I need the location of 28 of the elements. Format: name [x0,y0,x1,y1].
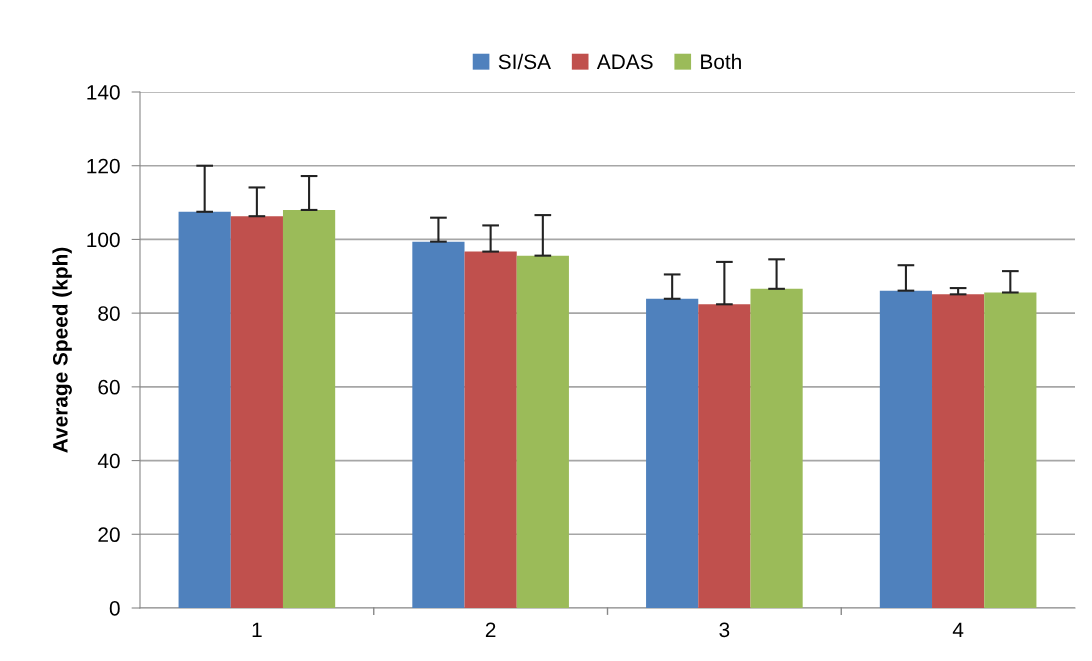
bar [282,209,336,608]
y-tick-label: 140 [87,85,120,100]
x-tick-label: 2 [485,622,496,637]
x-tick-label: 4 [952,622,964,637]
x-tick-label: 1 [252,622,262,637]
bar [516,255,569,608]
bar [646,298,699,608]
y-axis-title: Average Speed (kph) [52,247,72,453]
bar [932,294,985,608]
y-tick-label: 100 [87,232,120,248]
bar [464,251,517,608]
bar [698,304,751,608]
y-tick-label: 40 [97,453,120,469]
bar [879,290,933,608]
legend-label: ADAS [596,54,653,70]
bar [412,241,465,608]
bar [750,288,803,608]
bar [984,292,1037,608]
bar [178,211,231,608]
y-tick-label: 0 [109,601,120,616]
x-tick-label: 3 [719,622,730,638]
y-tick-label: 120 [87,158,120,174]
legend-label: Both [701,53,741,70]
y-tick-label: 60 [98,379,120,395]
y-tick-label: 20 [98,527,120,543]
legend-label: SI/SA [498,53,551,70]
bar [230,216,283,608]
y-tick-label: 80 [98,306,120,321]
